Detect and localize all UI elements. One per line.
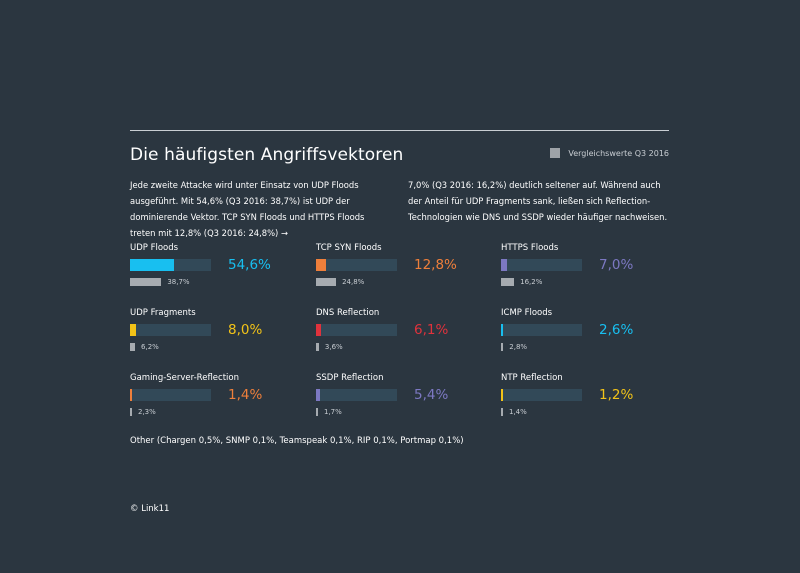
bar-track [130,259,211,271]
value-label: 7,0% [599,257,634,273]
comparison-value-label: 1,4% [509,408,527,416]
bar-track [316,259,397,271]
stat-tcp-syn-floods: TCP SYN Floods 12,8% 24,8% [316,243,486,299]
bar-track [501,389,582,401]
stat-udp-fragments: UDP Fragments 8,0% 6,2% [130,308,300,364]
comparison-bar [130,278,162,286]
comparison-legend: Vergleichswerte Q3 2016 [550,148,669,158]
other-vectors-note: Other (Chargen 0,5%, SNMP 0,1%, Teamspea… [130,436,464,446]
comparison-value-label: 16,2% [520,278,543,286]
comparison-value-label: 2,3% [138,408,156,416]
bar-fill [501,389,503,401]
comparison-bar [501,408,503,416]
bar-fill [316,259,327,271]
intro-text-column-1: Jede zweite Attacke wird unter Einsatz v… [130,180,365,238]
category-label: UDP Fragments [130,308,196,318]
comparison-bar [130,408,132,416]
category-label: UDP Floods [130,243,179,253]
value-label: 8,0% [228,322,263,338]
comparison-bar [316,343,319,351]
bar-fill [501,259,507,271]
header-rule [130,130,669,131]
value-label: 1,2% [599,387,634,403]
stat-udp-floods: UDP Floods 54,6% 38,7% [130,243,300,299]
stat-https-floods: HTTPS Floods 7,0% 16,2% [501,243,671,299]
comparison-value-label: 1,7% [324,408,342,416]
comparison-value-label: 6,2% [141,343,159,351]
value-label: 54,6% [228,257,271,273]
intro-text-column-2: 7,0% (Q3 2016: 16,2%) deutlich seltener … [408,180,668,222]
legend-label: Vergleichswerte Q3 2016 [568,148,669,158]
stat-ssdp-reflection: SSDP Reflection 5,4% 1,7% [316,373,486,429]
bar-track [316,389,397,401]
page-title: Die häufigsten Angriffsvektoren [130,145,404,165]
bar-track [316,324,397,336]
bar-fill [316,389,321,401]
bar-fill [130,259,175,271]
value-label: 12,8% [414,257,457,273]
value-label: 2,6% [599,322,634,338]
copyright: © Link11 [130,504,170,514]
comparison-value-label: 24,8% [342,278,365,286]
stat-dns-reflection: DNS Reflection 6,1% 3,6% [316,308,486,364]
category-label: ICMP Floods [501,308,553,318]
comparison-bar [316,408,318,416]
bar-fill [130,389,132,401]
comparison-value-label: 3,6% [324,343,343,351]
comparison-value-label: 38,7% [167,278,190,286]
category-label: TCP SYN Floods [316,243,382,253]
bar-fill [130,324,137,336]
bar-track [501,259,582,271]
legend-swatch [550,148,561,158]
bar-track [130,389,211,401]
stat-icmp-floods: ICMP Floods 2,6% 2,8% [501,308,671,364]
comparison-bar [501,278,515,286]
bar-fill [316,324,321,336]
category-label: Gaming-Server-Reflection [130,373,239,383]
category-label: DNS Reflection [316,308,380,318]
bar-fill [501,324,504,336]
bar-track [130,324,211,336]
comparison-bar [316,278,337,286]
stat-ntp-reflection: NTP Reflection 1,2% 1,4% [501,373,671,429]
category-label: NTP Reflection [501,373,563,383]
bar-track [501,324,582,336]
stat-gaming-server-reflection: Gaming-Server-Reflection 1,4% 2,3% [130,373,300,429]
value-label: 5,4% [414,387,449,403]
category-label: HTTPS Floods [501,243,559,253]
comparison-bar [501,343,504,351]
category-label: SSDP Reflection [316,373,384,383]
value-label: 6,1% [414,322,449,338]
value-label: 1,4% [228,387,263,403]
comparison-value-label: 2,8% [509,343,528,351]
comparison-bar [130,343,136,351]
